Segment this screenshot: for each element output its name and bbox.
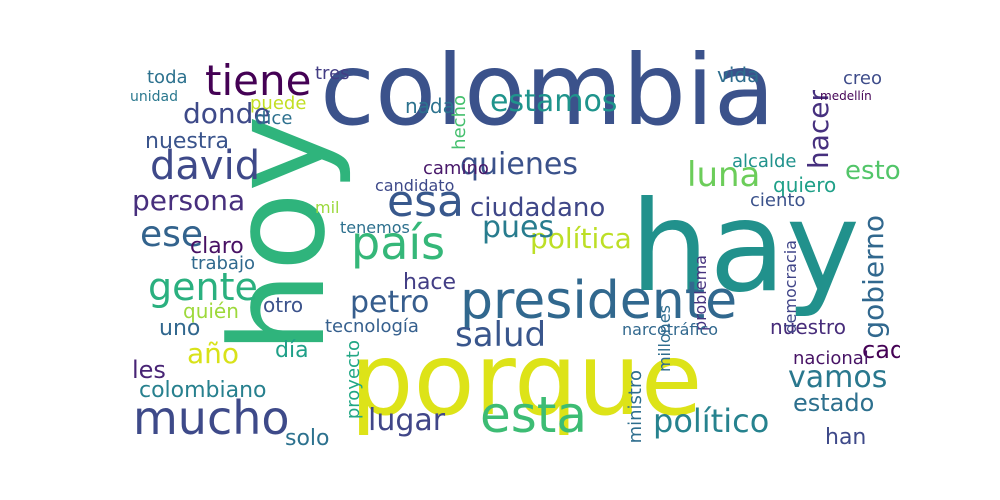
cloud-word: política (530, 222, 632, 255)
cloud-word: toda (147, 67, 188, 88)
cloud-word: han (825, 425, 867, 450)
cloud-word: medellín (820, 89, 872, 103)
cloud-word: estado (793, 389, 875, 417)
cloud-word: camino (423, 158, 489, 179)
cloud-word: tiene (205, 56, 312, 105)
cloud-word: petro (350, 285, 430, 320)
cloud-word: nuestra (145, 129, 230, 154)
cloud-word: país (351, 216, 446, 270)
cloud-word: vamos (788, 360, 888, 395)
cloud-word: solo (285, 426, 330, 450)
cloud-word: claro (190, 234, 244, 259)
cloud-word: ciento (750, 190, 806, 211)
cloud-word: estamos (490, 84, 618, 119)
cloud-word: cada (862, 336, 900, 364)
cloud-word: dice (255, 108, 293, 129)
cloud-word: nuestro (770, 315, 846, 339)
cloud-word: gobierno (857, 215, 890, 339)
cloud-word: tres (315, 63, 350, 84)
cloud-word: puede (250, 93, 307, 114)
cloud-word: luna (687, 155, 761, 195)
cloud-word: nada (405, 94, 455, 118)
cloud-word: salud (455, 315, 547, 355)
cloud-word: proyecto (343, 340, 364, 420)
cloud-word: esta (480, 386, 588, 444)
cloud-word: uno (159, 316, 201, 341)
cloud-word: ciudadano (470, 193, 606, 223)
cloud-word: vida (717, 63, 760, 87)
cloud-word: porque (350, 321, 703, 438)
cloud-word: trabajo (191, 253, 255, 274)
cloud-word: ministro (625, 370, 646, 444)
cloud-word: nacional (793, 348, 869, 369)
cloud-word: hace (403, 270, 457, 295)
cloud-word: ese (140, 214, 204, 255)
cloud-word: gente (148, 265, 258, 309)
cloud-word: mil (315, 198, 340, 217)
cloud-word: quiero (773, 173, 837, 197)
cloud-word: tenemos (340, 218, 410, 237)
cloud-word: narcotráfico (622, 320, 719, 339)
cloud-word: les (132, 356, 166, 384)
cloud-word: quienes (460, 147, 578, 182)
cloud-word: esa (387, 176, 464, 227)
cloud-word: donde (183, 97, 271, 130)
cloud-word: hay (630, 175, 860, 320)
word-cloud: colombia hay porque hoy presidente país esta mu… (125, 50, 900, 450)
cloud-word: unidad (130, 89, 178, 105)
cloud-word: año (187, 337, 240, 370)
cloud-word: político (653, 402, 770, 440)
cloud-word: tecnología (325, 316, 419, 337)
cloud-word: alcalde (732, 151, 797, 172)
cloud-word: colombia (320, 50, 776, 148)
cloud-word: david (150, 143, 261, 189)
cloud-word: mucho (133, 391, 290, 445)
cloud-word: democracia (781, 240, 800, 334)
cloud-word: día (275, 338, 309, 363)
cloud-word: presidente (460, 271, 738, 331)
cloud-word: quién (183, 299, 239, 323)
cloud-word: esto (845, 156, 900, 186)
cloud-word: persona (132, 184, 246, 217)
cloud-word: lugar (368, 403, 446, 438)
cloud-word: creo (843, 68, 882, 89)
cloud-word: hecho (449, 95, 470, 150)
cloud-word: colombiano (139, 378, 267, 403)
cloud-word: pues (482, 210, 555, 245)
cloud-word: candidato (375, 176, 455, 195)
cloud-word: otro (263, 293, 304, 317)
